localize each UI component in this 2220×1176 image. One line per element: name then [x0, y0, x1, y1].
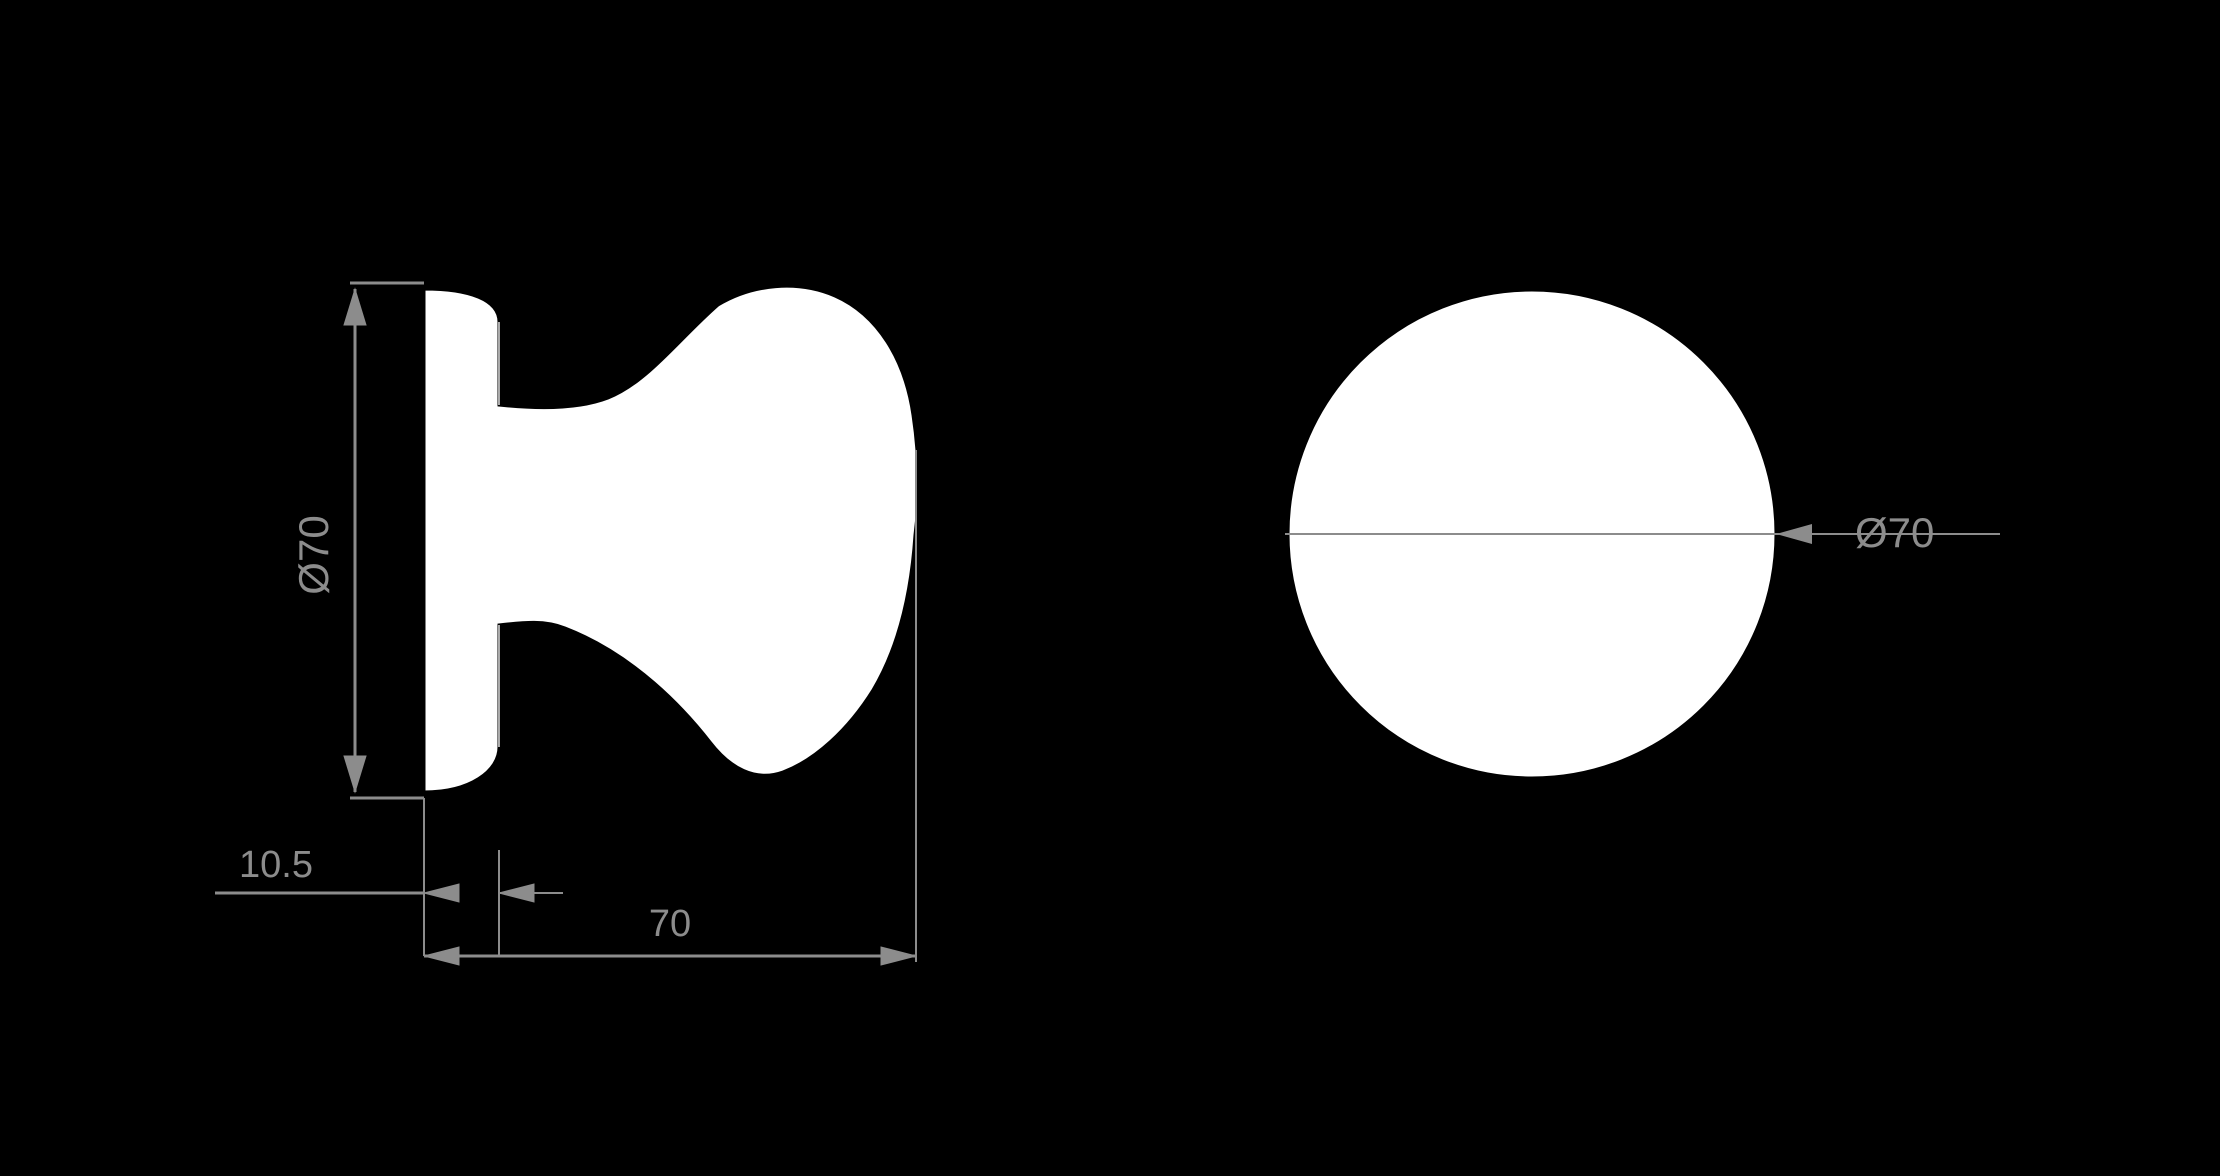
svg-text:Ø70: Ø70 — [1855, 509, 1934, 556]
svg-text:70: 70 — [649, 903, 691, 945]
svg-text:10.5: 10.5 — [239, 844, 313, 886]
svg-text:Ø70: Ø70 — [290, 515, 337, 594]
